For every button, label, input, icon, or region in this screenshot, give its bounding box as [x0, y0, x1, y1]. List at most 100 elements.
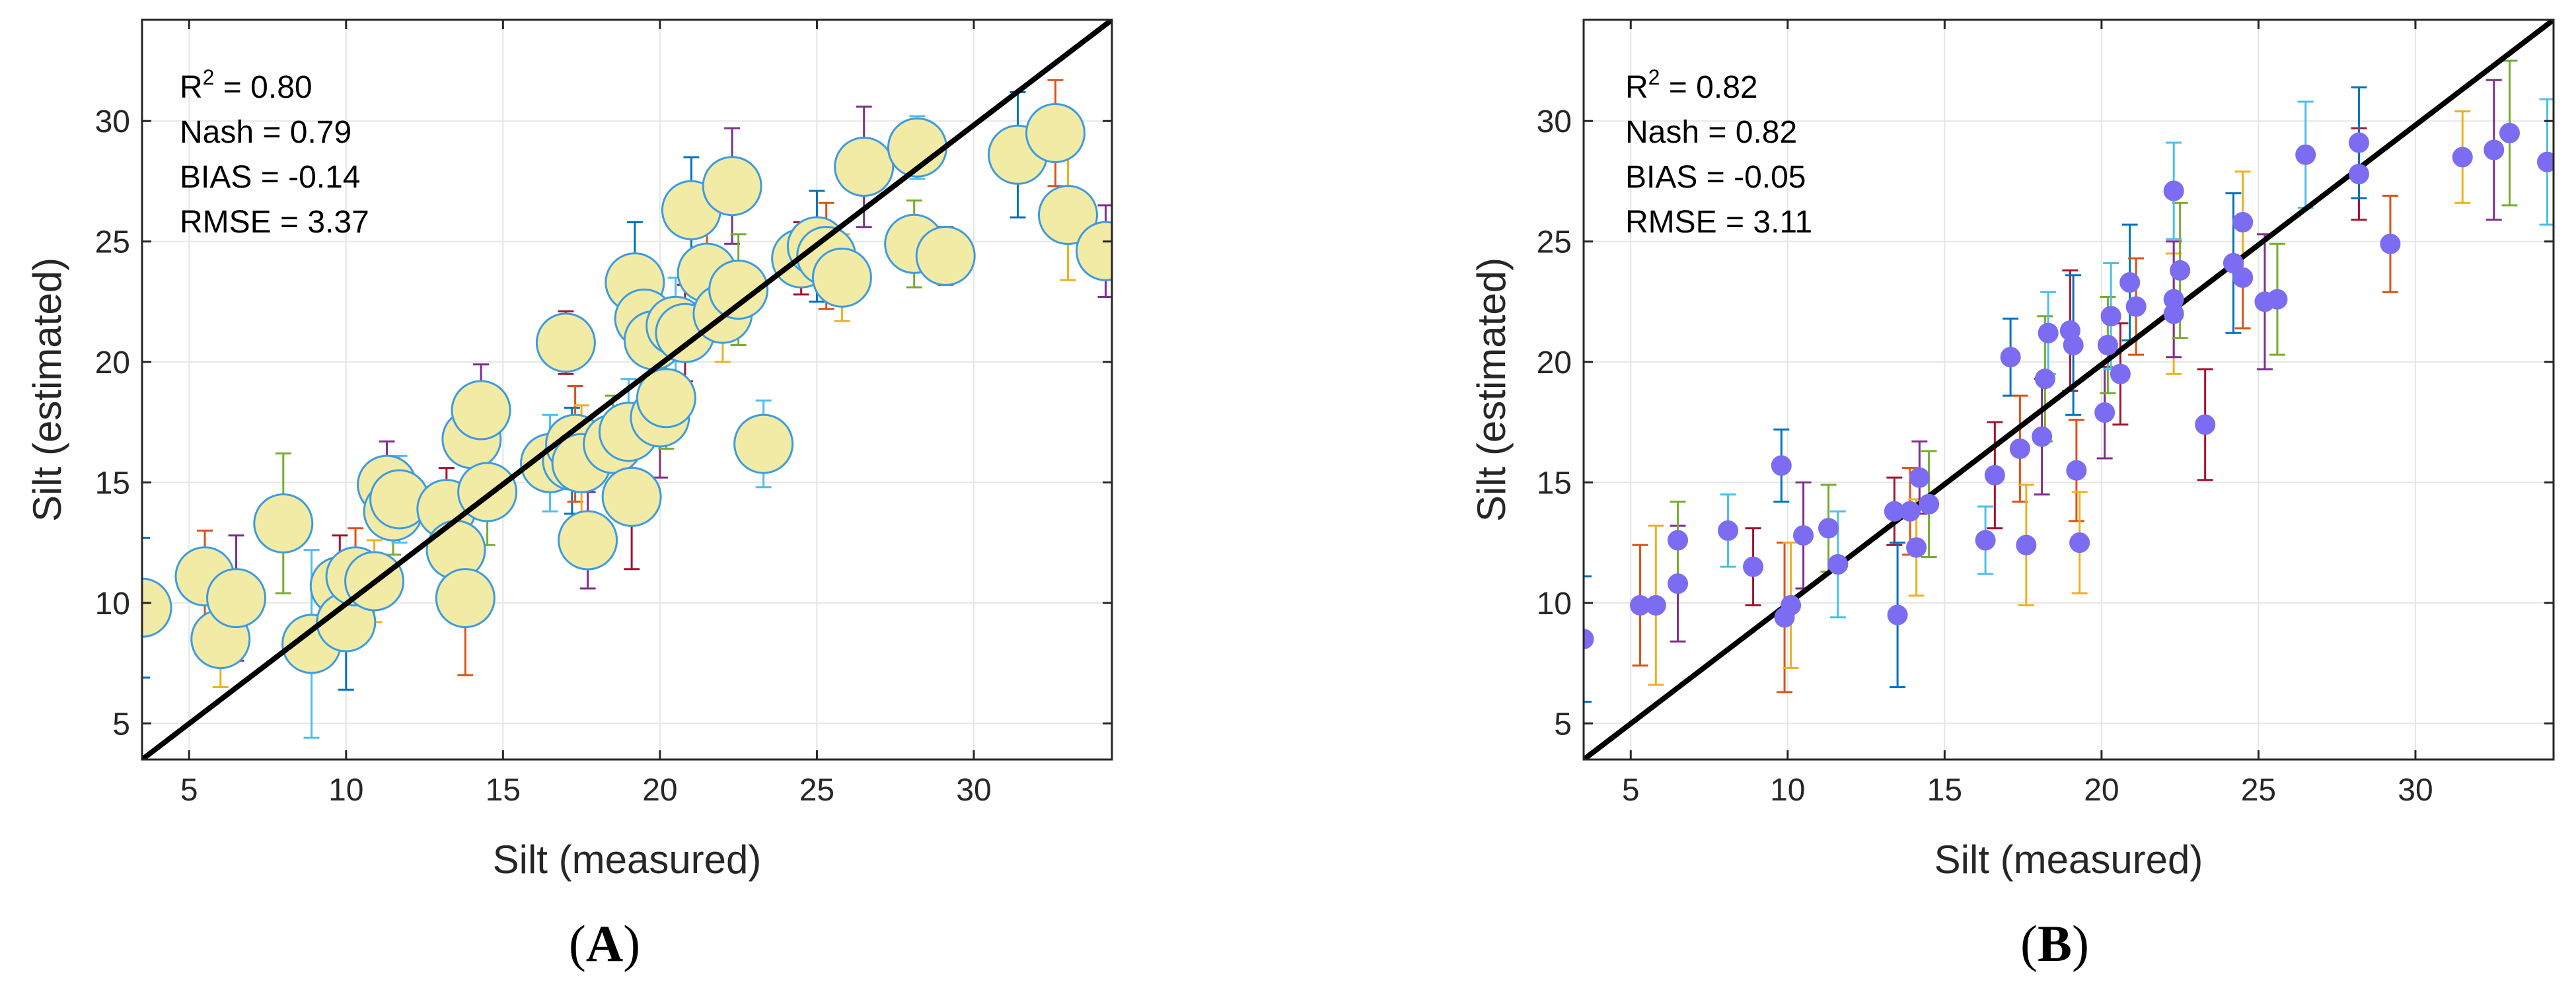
data-point-b: [2032, 426, 2053, 447]
data-point-b: [2232, 267, 2254, 288]
data-point-a: [601, 466, 662, 527]
data-point-b: [2484, 139, 2505, 160]
x-tick-label-a: 15: [486, 773, 521, 808]
data-point-b: [1975, 530, 1996, 551]
data-point-a: [253, 493, 314, 553]
stats-box-b: R2 = 0.82 Nash = 0.82 BIAS = -0.05 RMSE …: [1625, 65, 1812, 240]
data-point-a: [733, 413, 794, 474]
panel-label-b: (B): [2020, 915, 2089, 972]
data-point-b: [1818, 518, 1839, 539]
y-tick-label-b: 10: [1537, 586, 1572, 621]
data-point-b: [2452, 147, 2473, 168]
nash-stat-b: Nash = 0.82: [1625, 115, 1797, 150]
data-point-b: [2267, 289, 2288, 310]
data-point-b: [2038, 322, 2059, 343]
data-point-b: [1909, 467, 1930, 488]
rmse-stat-b: RMSE = 3.11: [1625, 205, 1812, 240]
x-tick-label-a: 10: [328, 773, 363, 808]
x-tick-label-b: 5: [1622, 773, 1640, 808]
data-point-b: [2097, 335, 2118, 356]
data-point-b: [2016, 534, 2037, 555]
data-point-b: [1827, 553, 1849, 575]
data-point-b: [2066, 460, 2087, 481]
y-tick-label-a: 25: [95, 225, 130, 260]
error-bar-a: [142, 536, 150, 679]
scatter-panel-a: 5 10 15 20 25 30 5 10 15 20 25 30 R2 = 0.80 Nash = …: [25, 18, 1113, 972]
data-point-a: [206, 568, 267, 629]
x-tick-label-a: 30: [956, 773, 991, 808]
x-tick-label-a: 20: [642, 773, 677, 808]
axes-frame-b: [1582, 18, 2555, 761]
data-point-a: [811, 247, 872, 308]
data-point-b: [1887, 604, 1908, 625]
data-point-a: [1025, 102, 1086, 163]
data-point-b: [2063, 335, 2084, 356]
data-point-b: [1984, 465, 2005, 486]
data-point-b: [2034, 369, 2055, 390]
r2-stat-a: R2 = 0.80: [180, 65, 313, 105]
data-point-a: [915, 226, 976, 287]
data-point-b: [2100, 306, 2121, 327]
reference-line-b: [1584, 20, 2554, 760]
data-point-b: [2094, 402, 2116, 423]
data-point-b: [2000, 347, 2021, 368]
x-axis-label-a: Silt (measured): [493, 837, 762, 882]
data-point-b: [2110, 363, 2131, 384]
data-point-b: [2125, 296, 2147, 317]
data-point-b: [1771, 455, 1792, 476]
panel-label-a: (A): [569, 915, 640, 972]
error-bar-b: [1584, 575, 1592, 703]
data-point-a: [558, 510, 618, 571]
nash-stat-a: Nash = 0.79: [180, 115, 351, 150]
scatter-panel-b: 5 10 15 20 25 30 5 10 15 20 25 30 R2 = 0.82 Nash = …: [1469, 18, 2555, 972]
y-axis-label-b: Silt (estimated): [1469, 258, 1514, 522]
data-point-b: [1781, 595, 1802, 616]
axes-frame-a: [141, 18, 1113, 761]
y-tick-label-b: 30: [1537, 104, 1572, 139]
data-point-b: [2119, 272, 2141, 293]
y-tick-label-b: 20: [1537, 345, 1572, 380]
y-tick-label-a: 20: [95, 345, 130, 380]
data-point-b: [2348, 163, 2369, 184]
data-point-b: [2295, 144, 2316, 165]
data-point-a: [435, 568, 496, 629]
data-point-b: [1645, 595, 1666, 616]
data-point-a: [708, 260, 769, 320]
data-point-b: [1718, 520, 1739, 541]
data-point-b: [1899, 501, 1921, 522]
data-point-a: [142, 577, 172, 638]
data-point-a: [451, 380, 511, 441]
x-tick-label-a: 5: [180, 773, 198, 808]
data-point-a: [834, 137, 895, 197]
rmse-stat-a: RMSE = 3.37: [180, 205, 369, 240]
markers-a: [142, 102, 1112, 674]
data-point-b: [1743, 556, 1764, 577]
data-point-b: [1793, 525, 1814, 546]
data-point-b: [1919, 493, 1940, 514]
data-point-b: [1668, 530, 1689, 551]
data-point-a: [1076, 221, 1112, 281]
x-tick-label-b: 20: [2084, 773, 2119, 808]
ticks-b: 5 10 15 20 25 30 5 10 15 20 25 30: [1537, 20, 2554, 808]
bias-stat-a: BIAS = -0.14: [180, 160, 361, 195]
data-point-a: [636, 368, 696, 429]
data-point-b: [2499, 122, 2520, 143]
x-axis-label-b: Silt (measured): [1934, 837, 2203, 882]
y-tick-label-a: 10: [95, 586, 130, 621]
reference-line-a: [142, 20, 1112, 760]
stats-box-a: R2 = 0.80 Nash = 0.79 BIAS = -0.14 RMSE …: [180, 65, 369, 240]
r2-stat-b: R2 = 0.82: [1625, 65, 1758, 105]
data-point-b: [2009, 438, 2030, 459]
ticks-a: 5 10 15 20 25 30 5 10 15 20 25 30: [95, 20, 1112, 808]
data-point-a: [1037, 185, 1098, 246]
data-point-b: [2223, 252, 2244, 273]
data-point-b: [1668, 573, 1689, 594]
x-tick-label-b: 10: [1770, 773, 1805, 808]
data-point-b: [2380, 233, 2401, 254]
x-tick-label-b: 15: [1927, 773, 1962, 808]
data-point-b: [2163, 180, 2184, 201]
x-tick-label-b: 30: [2398, 773, 2433, 808]
data-point-b: [2232, 211, 2254, 232]
data-point-b: [1584, 629, 1594, 650]
